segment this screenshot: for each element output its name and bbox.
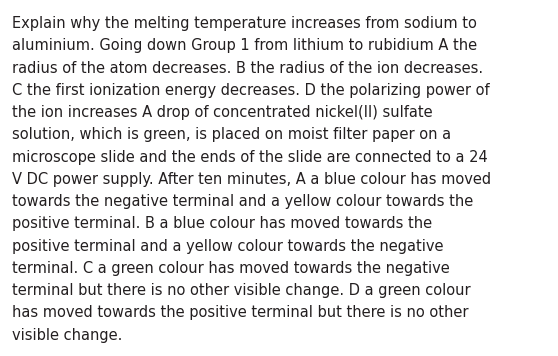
Text: V DC power supply. After ten minutes, A a blue colour has moved: V DC power supply. After ten minutes, A … [12,172,492,187]
Text: C the first ionization energy decreases. D the polarizing power of: C the first ionization energy decreases.… [12,83,490,98]
Text: Explain why the melting temperature increases from sodium to: Explain why the melting temperature incr… [12,16,477,31]
Text: visible change.: visible change. [12,328,123,342]
Text: aluminium. Going down Group 1 from lithium to rubidium A the: aluminium. Going down Group 1 from lithi… [12,38,478,53]
Text: positive terminal. B a blue colour has moved towards the: positive terminal. B a blue colour has m… [12,216,432,231]
Text: terminal but there is no other visible change. D a green colour: terminal but there is no other visible c… [12,283,471,298]
Text: microscope slide and the ends of the slide are connected to a 24: microscope slide and the ends of the sli… [12,150,488,164]
Text: terminal. C a green colour has moved towards the negative: terminal. C a green colour has moved tow… [12,261,450,276]
Text: the ion increases A drop of concentrated nickel(II) sulfate: the ion increases A drop of concentrated… [12,105,433,120]
Text: has moved towards the positive terminal but there is no other: has moved towards the positive terminal … [12,305,469,320]
Text: towards the negative terminal and a yellow colour towards the: towards the negative terminal and a yell… [12,194,474,209]
Text: solution, which is green, is placed on moist filter paper on a: solution, which is green, is placed on m… [12,127,451,142]
Text: radius of the atom decreases. B the radius of the ion decreases.: radius of the atom decreases. B the radi… [12,61,483,75]
Text: positive terminal and a yellow colour towards the negative: positive terminal and a yellow colour to… [12,239,444,253]
